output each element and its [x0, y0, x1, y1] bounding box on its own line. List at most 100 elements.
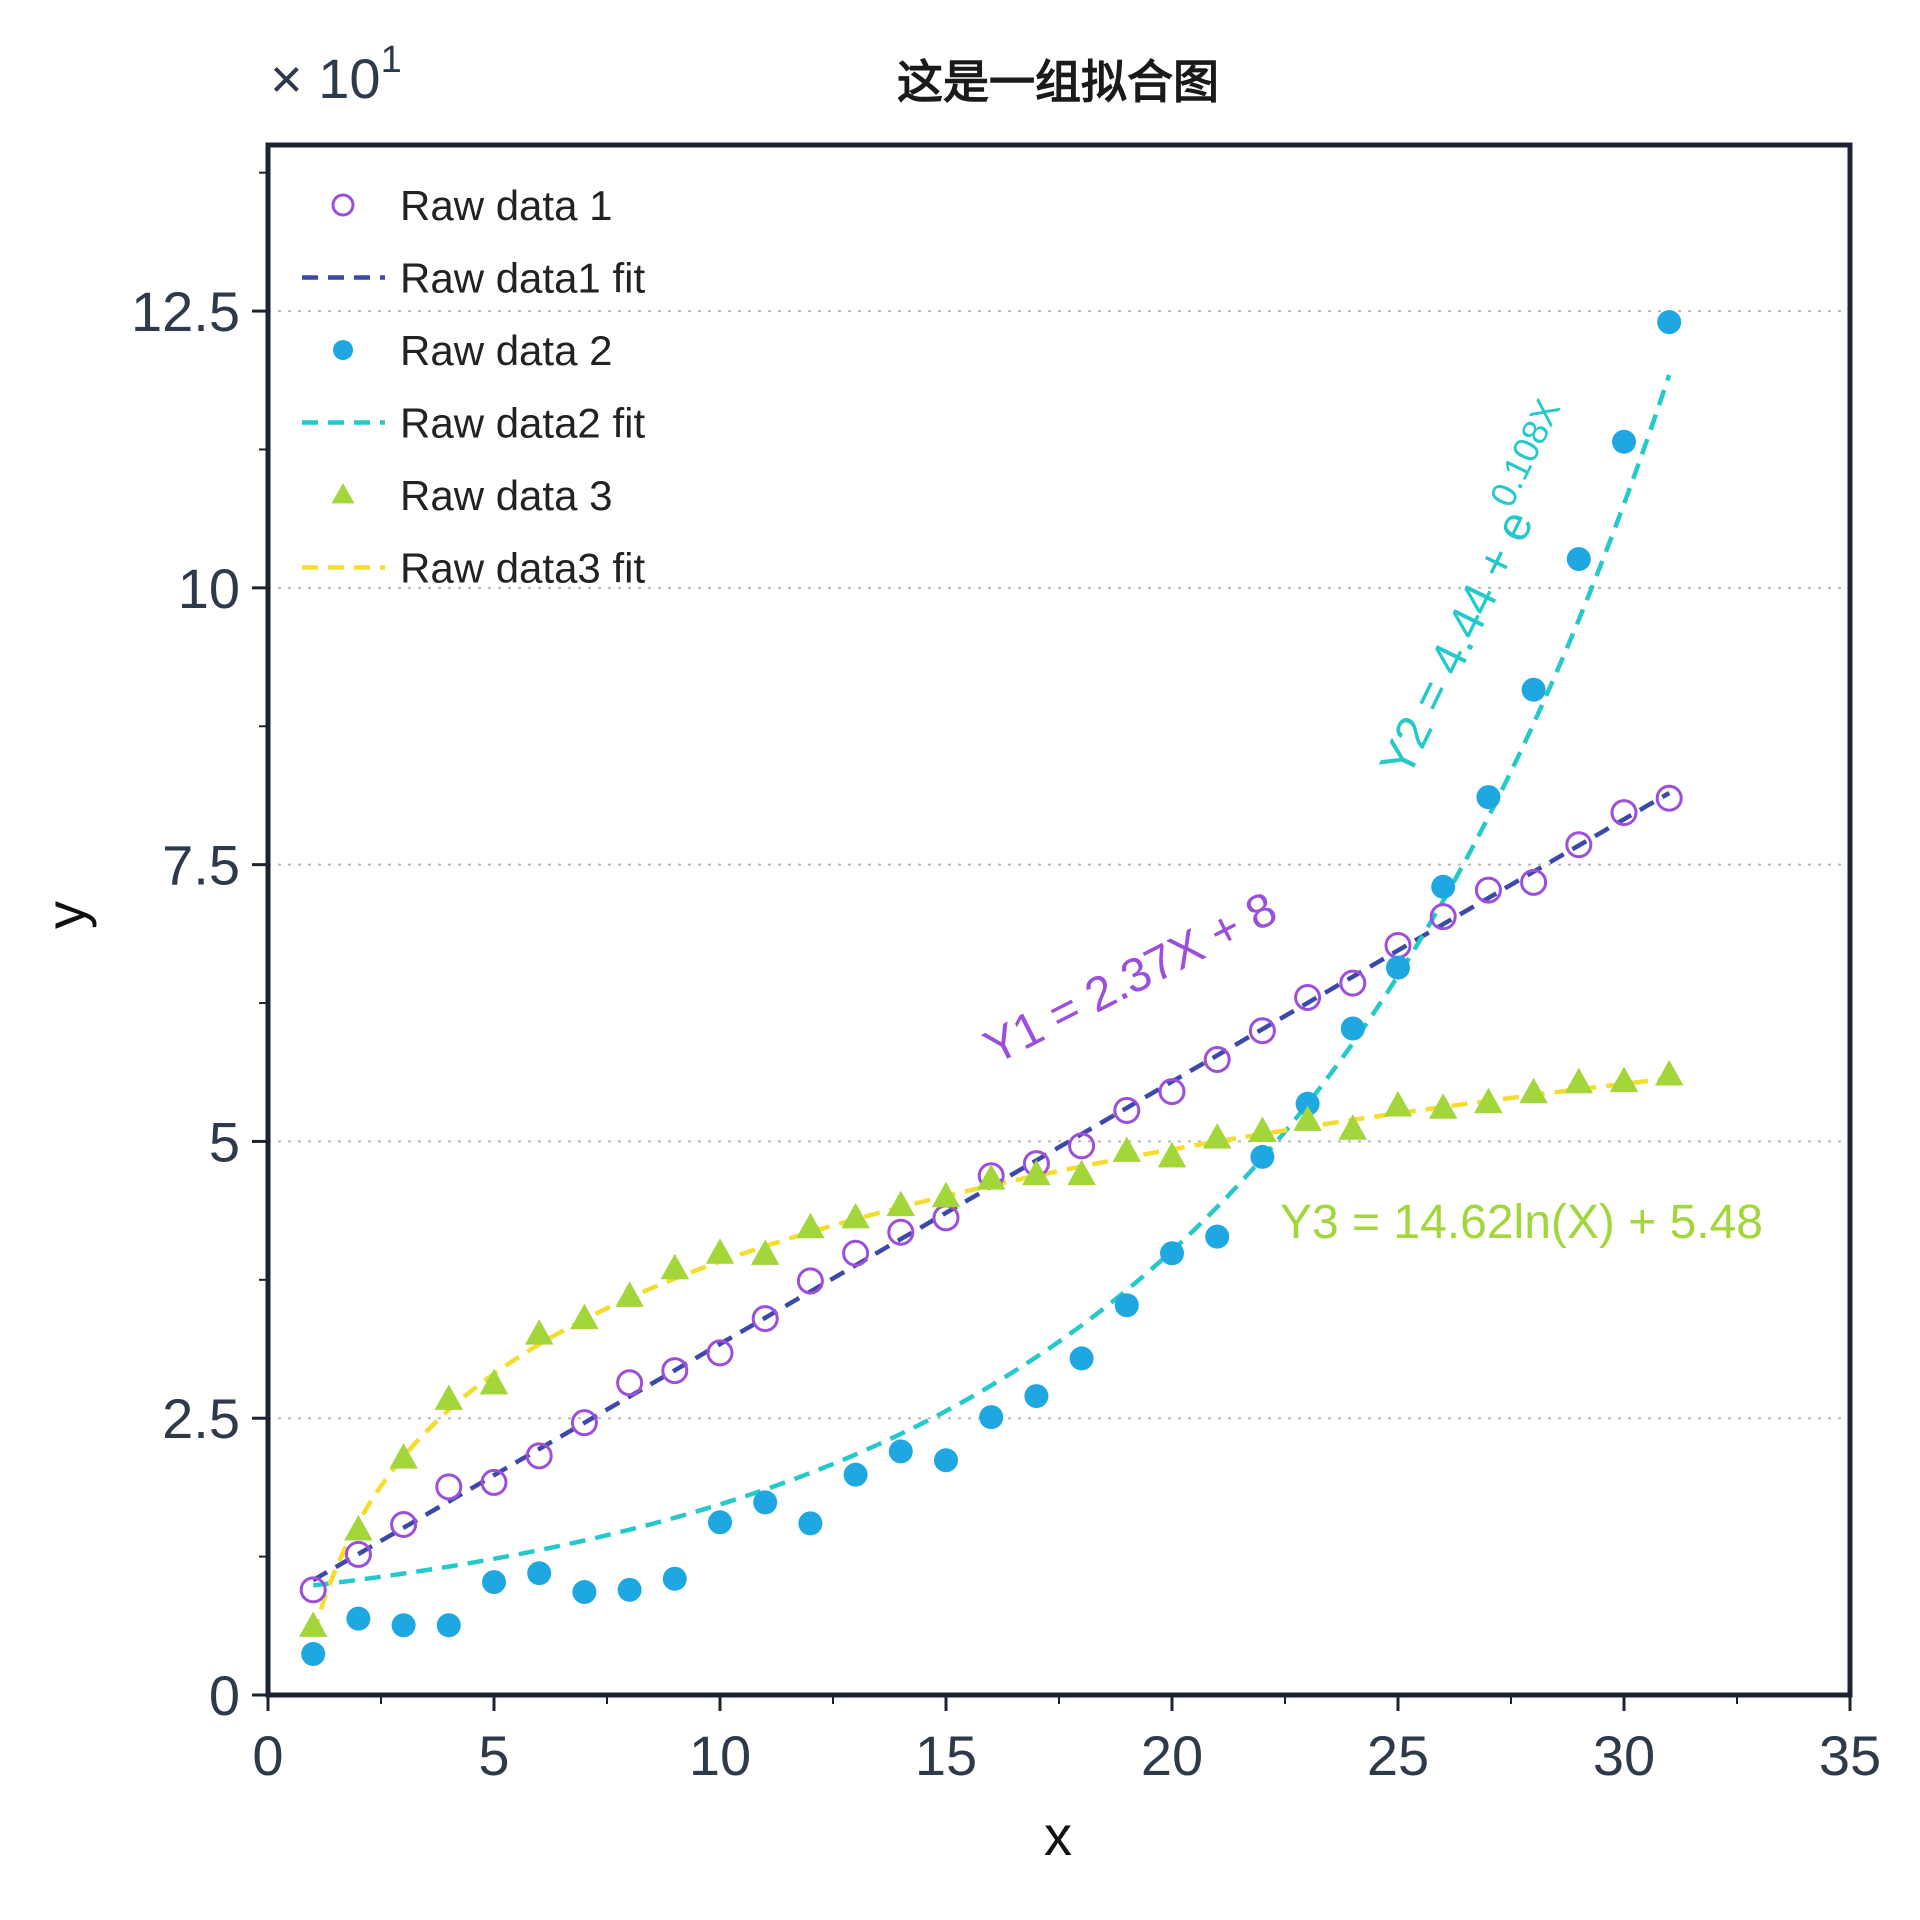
data-point-series-2 [1160, 1241, 1184, 1266]
legend: Raw data 1 Raw data1 fit Raw data 2 Raw dat… [302, 182, 645, 592]
y-scale-label: × 101 [270, 39, 402, 110]
data-point-series-2 [572, 1580, 597, 1605]
legend-label-0: Raw data 1 [400, 182, 612, 229]
data-point-series-0 [1248, 1017, 1276, 1045]
y-axis-label: y [34, 901, 97, 929]
data-point-series-2 [301, 1642, 326, 1667]
data-point-series-2 [1250, 1144, 1275, 1169]
plot-frame [265, 142, 1853, 1698]
data-point-series-2 [1205, 1224, 1230, 1249]
legend-label-3: Raw data2 fit [400, 400, 645, 447]
data-point-series-0 [1158, 1078, 1186, 1106]
data-point-series-0 [525, 1442, 553, 1470]
data-point-series-4 [1609, 1066, 1639, 1093]
data-point-series-4 [705, 1238, 735, 1264]
data-point-series-4 [660, 1253, 690, 1280]
fit-equation-2-exponent: 0.108X [1481, 393, 1568, 514]
data-point-series-0 [1294, 984, 1322, 1011]
data-point-series-2 [979, 1405, 1004, 1430]
data-point-series-0 [1068, 1132, 1096, 1160]
data-point-series-2 [1114, 1293, 1139, 1318]
data-point-series-4 [1157, 1141, 1187, 1168]
legend-label-4: Raw data 3 [400, 472, 612, 519]
x-tick-label: 10 [689, 1724, 751, 1787]
fit-equation-3: Y3 = 14.62ln(X) + 5.48 [1280, 1196, 1763, 1249]
data-point-series-0 [1339, 969, 1367, 997]
data-point-series-2 [888, 1439, 913, 1464]
data-point-series-0 [1474, 876, 1502, 904]
data-point-series-4 [1293, 1105, 1322, 1131]
data-point-series-4 [1428, 1093, 1458, 1119]
x-tick-label: 30 [1593, 1724, 1655, 1787]
data-point-series-4 [750, 1239, 780, 1265]
data-point-series-0 [616, 1369, 644, 1397]
data-point-series-4 [1474, 1087, 1503, 1114]
data-point-series-0 [706, 1339, 734, 1367]
data-point-series-0 [435, 1473, 463, 1501]
data-point-series-0 [887, 1218, 915, 1246]
data-point-series-0 [661, 1357, 689, 1385]
data-point-series-4 [1112, 1136, 1142, 1162]
y-tick-label: 12.5 [131, 280, 240, 343]
y-scale-exponent: 1 [381, 39, 402, 81]
legend-marker-2 [333, 340, 353, 360]
data-point-series-2 [1566, 547, 1591, 572]
data-point-series-4 [1654, 1060, 1684, 1086]
data-point-series-4 [1564, 1067, 1594, 1094]
x-tick-label: 25 [1367, 1724, 1429, 1787]
y-tick-label: 10 [178, 557, 240, 620]
data-point-series-4 [344, 1515, 373, 1541]
data-point-series-2 [482, 1570, 506, 1595]
data-point-series-2 [708, 1510, 732, 1535]
grid-layer [268, 310, 1850, 1420]
data-point-series-4 [1383, 1091, 1413, 1117]
data-point-series-4 [298, 1611, 328, 1637]
data-point-series-2 [1069, 1346, 1094, 1371]
data-point-series-2 [1340, 1016, 1365, 1041]
data-point-series-0 [1113, 1096, 1141, 1124]
series-line-3 [312, 374, 1672, 1588]
data-point-series-2 [798, 1511, 823, 1536]
data-point-series-0 [299, 1576, 327, 1604]
data-point-series-2 [1024, 1384, 1049, 1409]
data-point-series-2 [436, 1613, 461, 1638]
data-point-series-0 [1520, 868, 1548, 896]
data-point-series-4 [1022, 1159, 1051, 1186]
legend-label-2: Raw data 2 [400, 327, 612, 374]
x-axis-label: x [1044, 1804, 1072, 1867]
data-point-series-4 [479, 1368, 509, 1395]
data-point-series-0 [390, 1511, 418, 1538]
data-point-series-4 [931, 1181, 961, 1208]
data-point-series-2 [934, 1448, 958, 1473]
data-point-series-0 [1610, 799, 1638, 827]
chart-title: 这是一组拟合图 [897, 55, 1219, 109]
data-point-series-4 [524, 1319, 554, 1345]
x-tick-label: 5 [478, 1724, 509, 1787]
data-point-series-4 [1067, 1159, 1096, 1186]
data-point-series-4 [1338, 1114, 1368, 1140]
data-point-series-4 [976, 1164, 1006, 1190]
x-tick-label: 35 [1819, 1724, 1881, 1787]
y-scale-base: × 10 [270, 47, 381, 110]
data-point-series-0 [796, 1267, 824, 1295]
data-point-series-4 [1248, 1116, 1277, 1142]
legend-label-5: Raw data3 fit [400, 545, 645, 592]
data-point-series-2 [1386, 955, 1410, 980]
ticks-layer: 0 5 10 15 20 25 30 35 0 2.5 5 7.5 10 12.5 [131, 171, 1881, 1787]
data-point-series-4 [615, 1281, 644, 1307]
data-point-series-2 [617, 1577, 642, 1602]
legend-marker-4 [331, 483, 355, 504]
data-point-series-0 [1565, 831, 1593, 859]
annotations-layer: Y1 = 2.37X + 8 Y2 = 4.44 + e0.108X Y3 = … [976, 393, 1763, 1249]
x-tick-label: 20 [1141, 1724, 1203, 1787]
data-point-series-0 [1384, 931, 1412, 959]
data-point-series-2 [1431, 874, 1456, 899]
series-line-5 [311, 1076, 1670, 1635]
x-tick-label: 15 [915, 1724, 977, 1787]
data-point-series-4 [570, 1303, 599, 1330]
data-point-series-2 [753, 1490, 778, 1515]
y-tick-label: 5 [209, 1110, 240, 1173]
data-point-series-4 [886, 1190, 916, 1217]
data-point-series-0 [751, 1305, 779, 1333]
